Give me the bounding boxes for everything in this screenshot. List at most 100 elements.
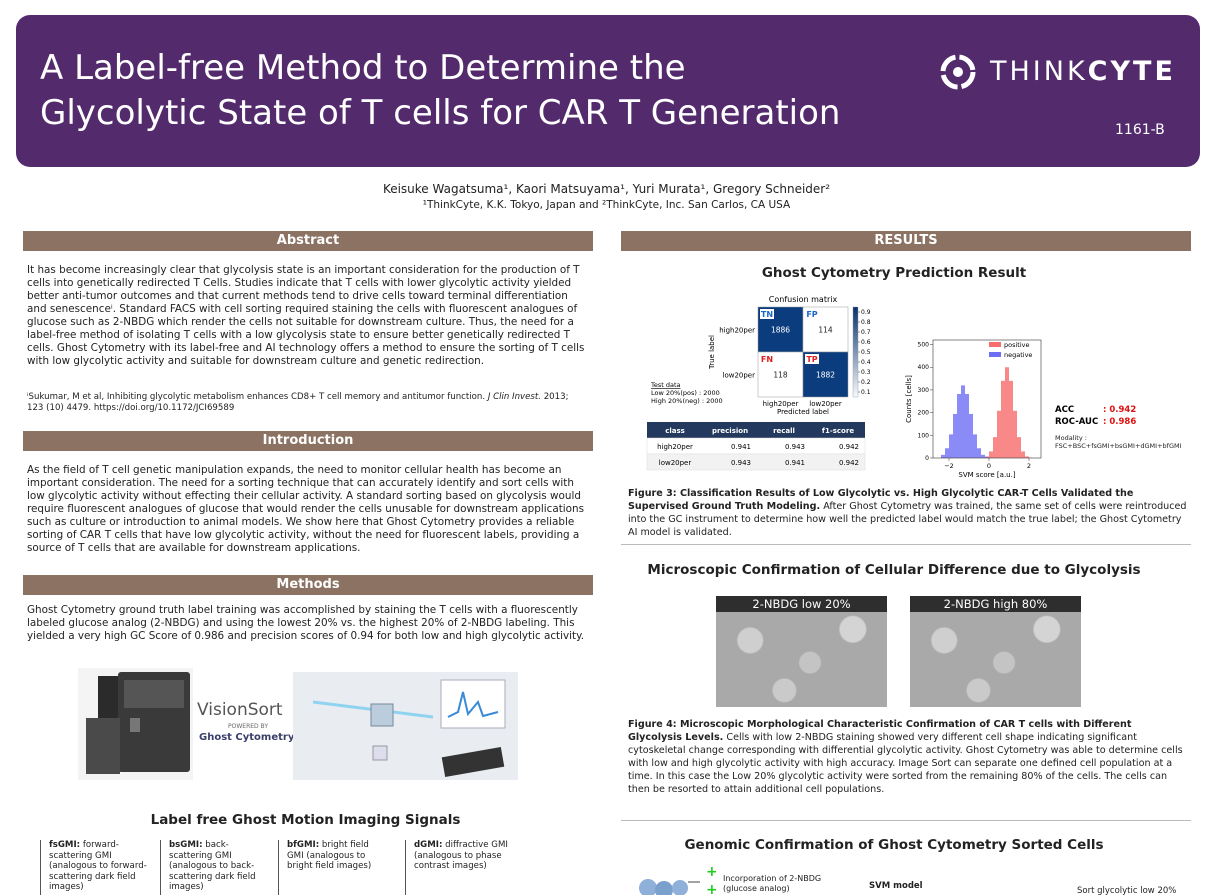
metric-label: ROC-AUC <box>1055 417 1098 427</box>
figure-3-caption: Figure 3: Classification Results of Low … <box>628 487 1188 539</box>
colorbar <box>853 307 858 397</box>
header-banner <box>16 15 1200 167</box>
genomic-text: SVM model <box>869 881 923 891</box>
table-cell: 0.942 <box>839 443 859 451</box>
histogram-bar <box>1001 381 1005 458</box>
logo-text: THINKCYTE <box>990 56 1176 87</box>
signals-title: Label free Ghost Motion Imaging Signals <box>23 812 588 828</box>
logo-icon <box>938 52 978 92</box>
cm-x-label: Predicted label <box>777 408 829 416</box>
colorbar-label: 0.1 <box>861 389 871 396</box>
brand-powered: POWERED BY <box>228 723 268 730</box>
svg-text:+: + <box>706 882 716 895</box>
brand-tech: Ghost Cytometry <box>199 732 294 743</box>
signal-panel: dGMI: diffractive GMI (analogous to phas… <box>405 840 513 895</box>
signal-label: bsGMI: <box>169 840 203 850</box>
cm-tag: FP <box>806 310 817 319</box>
colorbar-label: 0.3 <box>861 369 871 376</box>
x-tick-label: −2 <box>944 462 954 470</box>
table-header: class <box>665 427 685 435</box>
test-data: High 20%(neg) : 2000 <box>651 397 723 405</box>
colorbar-label: 0.8 <box>861 319 871 326</box>
colorbar-label: 0.4 <box>861 359 871 366</box>
histogram-bar <box>969 414 973 458</box>
figure-4-caption: Figure 4: Microscopic Morphological Char… <box>628 718 1188 796</box>
cm-tag: FN <box>761 355 773 364</box>
figure-title: Ghost Cytometry Prediction Result <box>621 265 1167 281</box>
abstract-text: It has become increasingly clear that gl… <box>27 264 587 368</box>
cm-row-label: low20per <box>723 372 756 380</box>
y-tick-label: 500 <box>918 342 930 349</box>
divider <box>621 820 1191 821</box>
modality: Modality : FSC+BSC+fsGMI+bsGMI+dGMI+bfGM… <box>1055 434 1150 450</box>
y-tick-label: 300 <box>918 387 930 394</box>
signal-panel: fsGMI: forward-scattering GMI (analogous… <box>40 840 148 895</box>
signal-panel: bfGMI: bright field GMI (analogous to br… <box>278 840 386 895</box>
cm-value: 118 <box>773 371 788 380</box>
brand-name: VisionSort <box>197 700 283 720</box>
signal-label: fsGMI: <box>49 840 80 850</box>
test-data: Low 20%(pos) : 2000 <box>651 389 720 397</box>
signal-panel: bsGMI: back-scattering GMI (analogous to… <box>160 840 268 895</box>
title-line: A Label-free Method to Determine the <box>40 48 686 88</box>
histogram-bar <box>1021 451 1025 458</box>
table-cell: 0.941 <box>785 459 805 467</box>
histogram-bar <box>981 455 985 458</box>
y-axis-label: Counts [cells] <box>905 375 913 423</box>
table-cell: 0.941 <box>731 443 751 451</box>
reference-journal: J Clin Invest. <box>488 392 541 402</box>
table-header: recall <box>773 427 795 435</box>
intro-text: As the field of T cell genetic manipulat… <box>27 464 587 555</box>
y-tick-label: 0 <box>925 455 929 462</box>
figure-3: Confusion matrixTN1886FP114FN118TP1882hi… <box>621 290 1191 480</box>
title-line: Glycolytic State of T cells for CAR T Ge… <box>40 93 840 133</box>
micro-label: 2-NBDG high 80% <box>910 596 1081 612</box>
cm-tag: TP <box>806 355 817 364</box>
histogram-bar <box>965 394 969 458</box>
logo-cyte: CYTE <box>1088 56 1176 87</box>
x-axis-label: SVM score [a.u.] <box>958 471 1015 479</box>
micro-image: 2-NBDG high 80% <box>910 596 1081 707</box>
histogram-bar <box>945 448 949 458</box>
histogram-bar <box>1017 437 1021 458</box>
render-image <box>293 672 518 780</box>
colorbar-label: 0.2 <box>861 379 871 386</box>
divider <box>621 544 1191 545</box>
histogram-bar <box>953 414 957 458</box>
methods-text: Ghost Cytometry ground truth label train… <box>27 604 587 643</box>
table-cell: high20per <box>657 443 693 451</box>
legend-label: positive <box>1004 341 1030 349</box>
cm-value: 1882 <box>816 371 835 380</box>
legend-label: negative <box>1004 351 1032 359</box>
histogram-bar <box>989 451 993 458</box>
genomic-text: Incorporation of 2-NBDG (glucose analog) <box>723 874 833 894</box>
figure-title: Genomic Confirmation of Ghost Cytometry … <box>621 837 1167 853</box>
test-data: Test data <box>650 381 681 389</box>
reference: ⁱSukumar, M et al, Inhibiting glycolytic… <box>27 392 587 414</box>
reference-text: ⁱSukumar, M et al, Inhibiting glycolytic… <box>27 392 485 402</box>
histogram-bar <box>993 437 997 458</box>
histogram-bar <box>977 448 981 458</box>
y-tick-label: 200 <box>918 410 930 417</box>
poster-code: 1161-B <box>1115 122 1165 138</box>
colorbar-label: 0.6 <box>861 339 871 346</box>
table-header: precision <box>712 427 748 435</box>
histogram-bar <box>997 411 1001 458</box>
affiliations: ¹ThinkCyte, K.K. Tokyo, Japan and ²Think… <box>0 199 1213 211</box>
metric-value: : 0.986 <box>1103 417 1136 427</box>
table-header: f1-score <box>822 427 854 435</box>
section-heading: RESULTS <box>621 231 1191 251</box>
x-tick-label: 0 <box>987 462 991 470</box>
micro-image: 2-NBDG low 20% <box>716 596 887 707</box>
cm-value: 1886 <box>771 326 790 335</box>
table-cell: 0.942 <box>839 459 859 467</box>
instrument-image <box>78 668 193 780</box>
y-tick-label: 400 <box>918 364 930 371</box>
legend-swatch <box>989 342 1001 347</box>
section-heading: Abstract <box>23 231 593 251</box>
logo-think: THINK <box>990 56 1088 87</box>
metric-value: : 0.942 <box>1103 405 1136 415</box>
section-heading: Introduction <box>23 431 593 451</box>
cell-icons: ++ <box>636 866 716 895</box>
